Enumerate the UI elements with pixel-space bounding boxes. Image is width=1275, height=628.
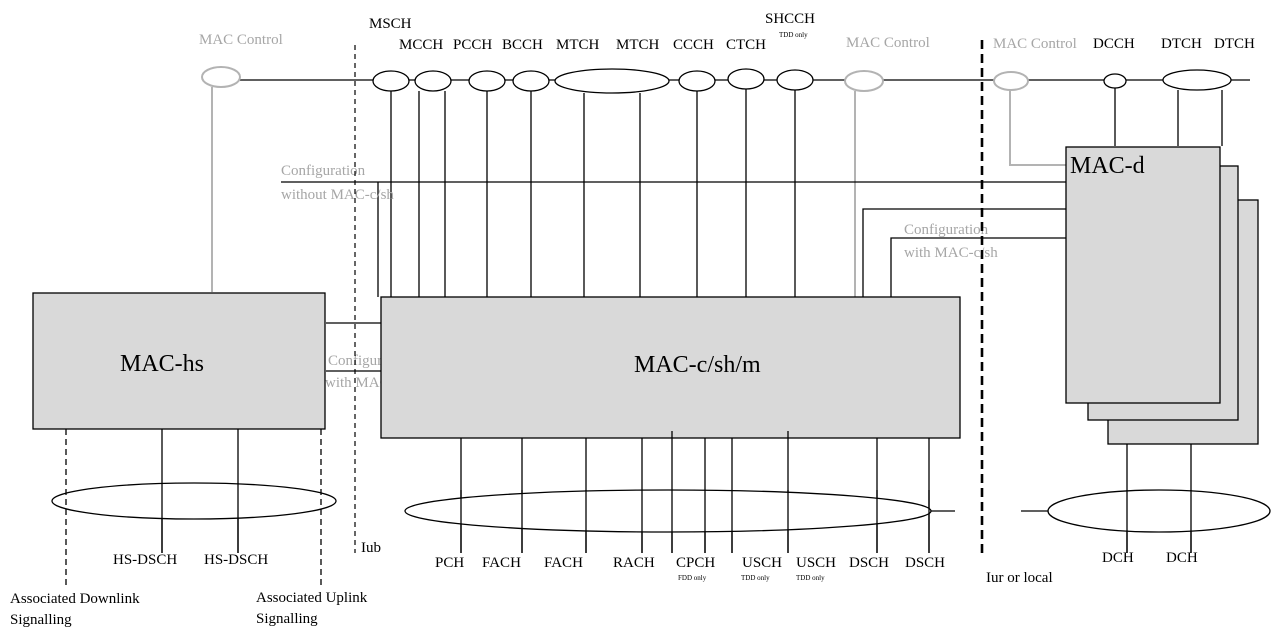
dtch-ellipse xyxy=(1162,69,1232,91)
config-with-right-label-1: Configuration xyxy=(904,222,989,238)
dch-ellipse xyxy=(1047,489,1271,533)
usch-note-2: TDD only xyxy=(796,574,825,582)
ccch-label: CCCH xyxy=(673,37,714,53)
pch-label: PCH xyxy=(435,555,464,571)
iur-label: Iur or local xyxy=(986,570,1053,586)
hs-dsch-label-2: HS-DSCH xyxy=(204,552,268,568)
mac-control-right: MAC Control xyxy=(993,36,1077,166)
dch-label-2: DCH xyxy=(1166,550,1198,566)
dsch-label-2: DSCH xyxy=(905,555,945,571)
downlink-signalling-label-1: Associated Downlink xyxy=(10,591,140,607)
dcch-ellipse xyxy=(1103,73,1127,89)
mac-control-left-label: MAC Control xyxy=(199,32,283,48)
mac-control-left-ellipse xyxy=(201,66,241,88)
mac-csh-title: MAC-c/sh/m xyxy=(634,352,761,378)
logical-channel-drops xyxy=(390,88,1223,297)
dtch-label-1: DTCH xyxy=(1161,36,1202,52)
shcch-ellipse xyxy=(776,69,814,91)
hs-ellipse xyxy=(51,482,337,520)
downlink-signalling-label-2: Signalling xyxy=(10,612,72,628)
mtch-label-1: MTCH xyxy=(556,37,600,53)
csh-ellipse xyxy=(404,489,932,533)
mac-control-right-label: MAC Control xyxy=(993,36,1077,52)
signalling-labels: Associated Downlink Signalling Associate… xyxy=(10,590,368,628)
msch-ellipse xyxy=(372,70,410,92)
transport-channel-lines-overlay xyxy=(161,483,1192,553)
shcch-label: SHCCH xyxy=(765,11,815,27)
bcch-label: BCCH xyxy=(502,37,543,53)
ctch-label: CTCH xyxy=(726,37,766,53)
dcch-label: DCCH xyxy=(1093,36,1135,52)
pcch-label: PCCH xyxy=(453,37,492,53)
mac-csh-box xyxy=(380,296,961,439)
mac-control-mid: MAC Control xyxy=(844,35,930,297)
mac-hs-title: MAC-hs xyxy=(120,351,204,377)
usch-label-2: USCH xyxy=(796,555,836,571)
mtch-label-2: MTCH xyxy=(616,37,660,53)
fach-label-1: FACH xyxy=(482,555,521,571)
transport-channel-labels: HS-DSCH HS-DSCH PCH FACH FACH RACH CPCH … xyxy=(113,550,1198,582)
usch-note-1: TDD only xyxy=(741,574,770,582)
pcch-ellipse xyxy=(468,70,506,92)
mcch-ellipse xyxy=(414,70,452,92)
uplink-signalling-label-1: Associated Uplink xyxy=(256,590,368,606)
dsch-label-1: DSCH xyxy=(849,555,889,571)
config-without-label-1: Configuration xyxy=(281,163,366,179)
dch-label-1: DCH xyxy=(1102,550,1134,566)
cpch-label: CPCH xyxy=(676,555,715,571)
mac-d-stack xyxy=(1065,146,1259,445)
rach-label: RACH xyxy=(613,555,655,571)
logical-channel-labels: MSCH MCCH PCCH BCCH MTCH MTCH CCCH CTCH … xyxy=(369,11,1255,53)
logical-channel-ellipses xyxy=(372,68,1232,94)
config-with-right-line-2 xyxy=(890,237,1066,297)
mac-hs-box xyxy=(32,292,326,430)
interface-lines xyxy=(354,40,984,553)
config-with-right-label-2: with MAC-c/sh xyxy=(904,245,998,261)
ctch-ellipse xyxy=(727,68,765,90)
configuration-lines xyxy=(281,181,1066,372)
cpch-note: FDD only xyxy=(678,574,707,582)
mac-control-right-ellipse xyxy=(993,71,1029,91)
shcch-note: TDD only xyxy=(779,31,808,39)
mac-control-right-line xyxy=(1009,90,1066,166)
mac-d-title: MAC-d xyxy=(1070,153,1145,179)
mcch-label: MCCH xyxy=(399,37,443,53)
usch-label-1: USCH xyxy=(742,555,782,571)
fach-label-2: FACH xyxy=(544,555,583,571)
hs-dsch-label-1: HS-DSCH xyxy=(113,552,177,568)
transport-channel-ellipses xyxy=(51,482,1271,533)
config-without-label-2: without MAC-c/sh xyxy=(281,187,394,203)
mtch-ellipse xyxy=(554,68,670,94)
mac-control-left: MAC Control xyxy=(199,32,283,292)
config-with-right-line-1 xyxy=(862,208,1066,297)
bcch-ellipse xyxy=(512,70,550,92)
mac-control-mid-ellipse xyxy=(844,70,884,92)
signalling-dashed-lines xyxy=(65,429,322,586)
msch-label: MSCH xyxy=(369,16,412,32)
uplink-signalling-label-2: Signalling xyxy=(256,611,318,627)
ccch-ellipse xyxy=(678,70,716,92)
mac-d-box-front xyxy=(1065,146,1221,404)
mac-control-mid-label: MAC Control xyxy=(846,35,930,51)
iub-label: Iub xyxy=(361,540,381,556)
dtch-label-2: DTCH xyxy=(1214,36,1255,52)
